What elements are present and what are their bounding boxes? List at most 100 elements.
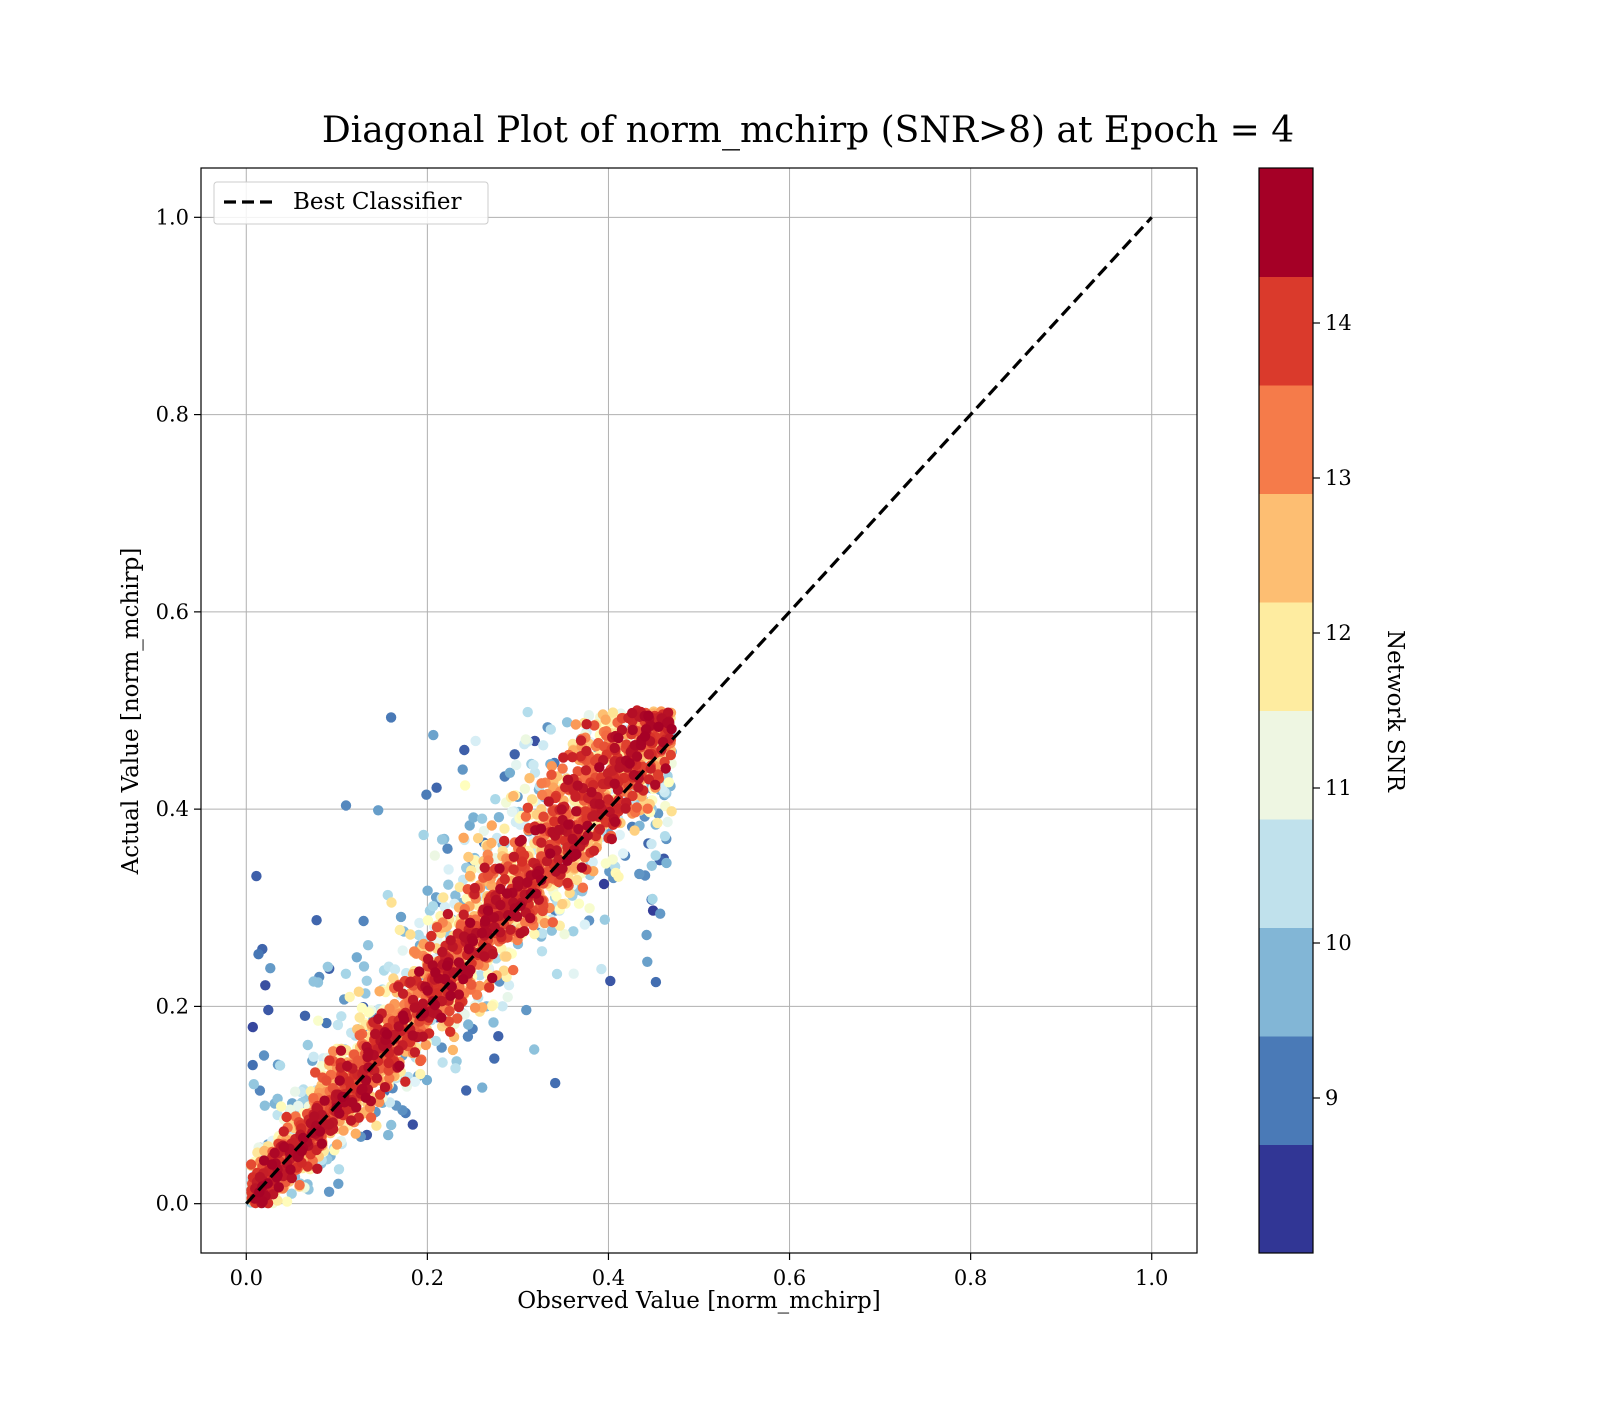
scatter-point: [373, 1013, 384, 1025]
scatter-point: [336, 1011, 347, 1022]
scatter-point: [653, 721, 664, 732]
scatter-point: [522, 802, 533, 813]
scatter-point: [257, 1196, 268, 1207]
scatter-point: [553, 824, 565, 836]
scatter-point: [642, 803, 653, 814]
scatter-point: [383, 1065, 394, 1076]
scatter-point: [589, 810, 600, 821]
scatter-point: [459, 780, 471, 791]
scatter-point: [479, 916, 491, 927]
scatter-point: [385, 712, 397, 723]
scatter-point: [275, 1101, 287, 1112]
scatter-point: [538, 740, 549, 751]
scatter-point: [269, 1147, 280, 1159]
scatter-point: [458, 832, 469, 843]
scatter-point: [331, 1102, 342, 1114]
scatter-point: [418, 1007, 429, 1019]
scatter-point: [323, 1186, 335, 1198]
scatter-point: [310, 1067, 321, 1078]
scatter-point: [397, 1010, 409, 1021]
scatter-point: [503, 980, 515, 991]
scatter-point: [514, 836, 525, 847]
scatter-point: [350, 1128, 361, 1139]
scatter-point: [371, 1073, 383, 1084]
scatter-point: [461, 1085, 472, 1096]
scatter-point: [509, 749, 520, 760]
scatter-point: [458, 974, 469, 985]
scatter-point: [251, 870, 262, 882]
scatter-point: [499, 835, 510, 847]
scatter-point: [568, 968, 579, 979]
scatter-point: [371, 1120, 382, 1131]
scatter-point: [536, 946, 548, 957]
scatter-point: [587, 856, 598, 868]
scatter-point: [415, 1055, 426, 1067]
scatter-point: [505, 924, 516, 935]
scatter-point: [537, 928, 548, 939]
scatter-point: [254, 1171, 266, 1183]
scatter-point: [431, 782, 442, 793]
scatter-point: [557, 898, 568, 910]
scatter-point: [363, 1007, 374, 1018]
scatter-point: [476, 927, 488, 939]
scatter-point: [422, 915, 434, 926]
scatter-point: [444, 1005, 455, 1017]
scatter-point: [642, 956, 653, 967]
scatter-point: [489, 1053, 500, 1064]
colorbar-band: [1259, 710, 1313, 820]
scatter-point: [254, 1187, 265, 1198]
scatter-point: [265, 963, 276, 974]
scatter-point: [439, 973, 451, 985]
scatter-point: [549, 816, 560, 827]
scatter-point: [546, 925, 557, 936]
scatter-point: [545, 848, 556, 859]
scatter-point: [450, 1063, 461, 1074]
scatter-point: [332, 1019, 344, 1031]
scatter-point: [274, 1060, 286, 1071]
scatter-point: [486, 1000, 498, 1012]
y-tick-label: 1.0: [156, 205, 189, 229]
scatter-point: [616, 724, 628, 736]
scatter-point: [614, 829, 625, 841]
scatter-point: [294, 1179, 305, 1191]
scatter-point: [436, 834, 448, 845]
scatter-point: [437, 1057, 448, 1068]
scatter-point: [418, 829, 429, 841]
scatter-point: [464, 870, 476, 882]
scatter-point: [613, 803, 624, 814]
scatter-point: [474, 980, 485, 992]
legend-box: [213, 181, 489, 225]
scatter-point: [260, 980, 271, 991]
scatter-point: [631, 751, 643, 762]
scatter-point: [386, 897, 397, 908]
scatter-point: [428, 729, 439, 741]
scatter-point: [535, 823, 547, 834]
scatter-point: [259, 1145, 270, 1157]
scatter-point: [308, 1051, 319, 1063]
scatter-point: [557, 763, 568, 774]
scatter-point: [499, 823, 510, 834]
scatter-point: [345, 1115, 357, 1126]
legend: Best Classifier: [213, 181, 489, 225]
scatter-point: [490, 794, 501, 805]
scatter-point: [445, 1026, 456, 1038]
plot-frame: [200, 167, 1198, 1254]
scatter-point: [443, 864, 454, 875]
scatter-point: [383, 1057, 394, 1069]
scatter-point: [466, 979, 477, 990]
scatter-point: [430, 967, 441, 978]
scatter-point: [321, 1075, 332, 1086]
scatter-point: [405, 929, 416, 940]
scatter-point: [333, 1164, 345, 1175]
scatter-point: [334, 1075, 345, 1086]
scatter-point: [529, 1044, 540, 1055]
scatter-point: [567, 833, 578, 845]
scatter-point: [247, 1021, 258, 1033]
scatter-point: [414, 917, 425, 929]
scatter-point: [373, 805, 384, 816]
scatter-point: [258, 1155, 270, 1166]
scatter-point: [258, 1050, 270, 1061]
legend-label-best-classifier: Best Classifier: [293, 189, 461, 215]
scatter-point: [666, 723, 677, 735]
